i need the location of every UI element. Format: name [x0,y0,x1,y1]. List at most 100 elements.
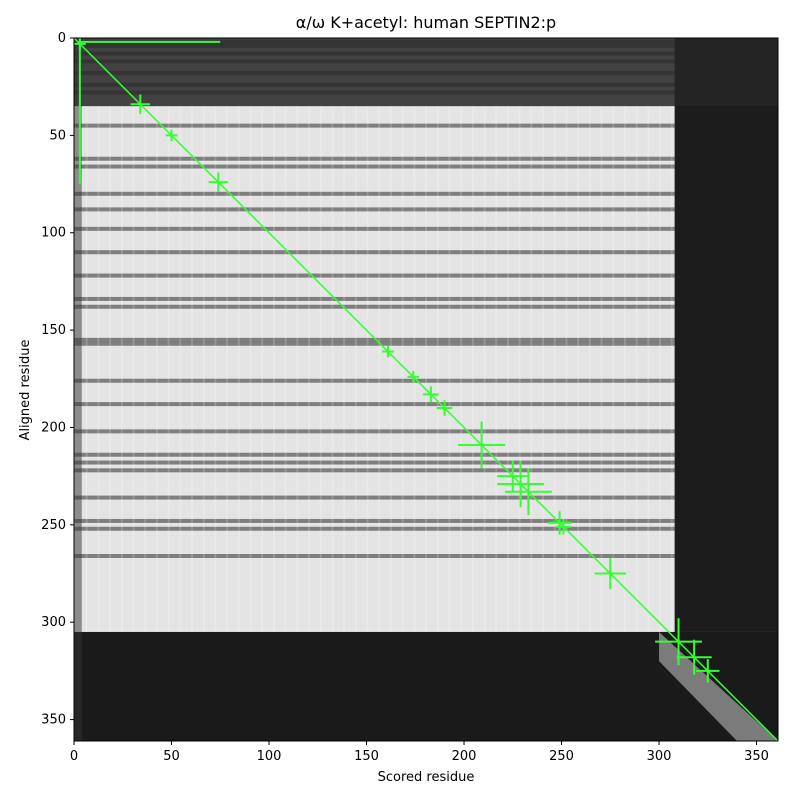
x-tick-label: 250 [549,749,574,764]
diagonal-marker [458,421,505,469]
heatmap-dark-band [74,90,675,95]
heatmap-texture-stripe [144,106,147,632]
heatmap-texture-stripe [109,106,112,632]
heatmap-texture-stripe [354,106,357,632]
heatmap-texture-stripe [495,106,498,632]
diagonal-marker [407,370,420,383]
heatmap-texture-stripe [97,106,100,632]
heatmap-dark-band [74,468,675,473]
heatmap-texture-stripe [155,106,158,632]
heatmap-dark-band [74,59,675,64]
heatmap-dark-band [74,273,675,278]
x-tick-label: 350 [744,749,769,764]
diagonal-marker [497,460,529,492]
diagonal-marker [382,345,394,358]
heatmap-texture-stripe [331,106,334,632]
y-tick-label: 50 [49,128,66,143]
heatmap-texture-stripe [319,106,322,632]
heatmap-dark-band [74,378,675,383]
y-tick-label: 200 [41,420,66,435]
heatmap-texture-stripe [659,106,662,632]
heatmap-dark-band [74,43,675,48]
heatmap-dark-band [74,191,675,196]
heatmap-texture-stripe [471,106,474,632]
heatmap-texture-stripe [132,106,135,632]
heatmap-texture-stripe [530,106,533,632]
heatmap-texture-stripe [670,106,673,632]
heatmap-texture-stripe [623,106,626,632]
diagonal-marker [497,460,544,508]
x-tick-label: 50 [163,749,180,764]
heatmap-dark-band [74,341,675,346]
heatmap-texture-stripe [284,106,287,632]
y-axis: 0 50 100 150 200 250 300 350 [41,31,74,728]
y-tick-label: 0 [58,31,66,46]
heatmap-dark-band [74,429,675,434]
heatmap-texture-stripe [577,106,580,632]
heatmap-texture-stripe [378,106,381,632]
diagonal-marker [423,386,439,403]
heatmap-texture-stripe [366,106,369,632]
heatmap-texture-stripe [483,106,486,632]
diagonal-marker [74,38,86,50]
heatmap-texture-stripe [120,106,123,632]
heatmap-texture-stripe [214,106,217,632]
heatmap-texture-stripe [249,106,252,632]
heatmap-area [74,38,778,741]
heatmap-texture-stripe [85,106,88,632]
x-tick-label: 100 [257,749,282,764]
y-tick-label: 350 [41,713,66,728]
heatmap-dark-band [74,495,675,500]
heatmap-dark-band [74,71,675,76]
heatmap-bright-tail [659,631,778,741]
heatmap-texture-stripe [542,106,545,632]
heatmap-dark-band [74,402,675,407]
heatmap-texture-stripe [401,106,404,632]
heatmap-dark-band [74,554,675,558]
diagonal-marker [130,94,151,114]
heatmap-texture-stripe [553,106,556,632]
y-tick-label: 250 [41,518,66,533]
diagonal-line [74,38,778,741]
heatmap-texture-stripe [518,106,521,632]
heatmap-texture-stripe [179,106,182,632]
heatmap-texture-stripe [436,106,439,632]
heatmap-dark-band [74,460,675,465]
heatmap-dark-band [74,518,675,523]
heatmap-texture-stripe [600,106,603,632]
diagonal-marker [165,129,178,142]
heatmap-dark-band [74,304,675,309]
heatmap-texture-stripe [191,106,194,632]
heatmap-left-edge [74,38,82,741]
heatmap-texture-stripe [237,106,240,632]
heatmap-dark-band [74,250,675,255]
y-tick-label: 300 [41,615,66,630]
x-tick-label: 200 [452,749,477,764]
y-tick-label: 100 [41,226,66,241]
heatmap-texture-stripe [506,106,509,632]
diagonal-marker [436,400,453,416]
y-axis-label: Aligned residue [18,340,33,441]
heatmap-texture-stripe [565,106,568,632]
heatmap-texture-stripe [425,106,428,632]
heatmap-texture-stripe [308,106,311,632]
heatmap-dark-band [74,207,675,212]
heatmap-texture-stripe [272,106,275,632]
heatmap-dark-band [74,526,675,531]
heatmap-dark-band [74,39,675,44]
diagonal-marker [504,468,552,516]
heatmap-texture-stripe [460,106,463,632]
heatmap-texture-stripe [635,106,638,632]
heatmap-dark-band [74,82,675,87]
x-axis-label: Scored residue [378,770,475,785]
heatmap-texture-stripe [202,106,205,632]
heatmap-dark-band [74,226,675,231]
heatmap-dark-right [674,38,778,632]
x-tick-label: 0 [70,749,78,764]
diagonal-marker [555,518,572,535]
heatmap-dark-band [74,156,675,161]
x-tick-label: 150 [354,749,379,764]
heatmap-texture-stripe [343,106,346,632]
